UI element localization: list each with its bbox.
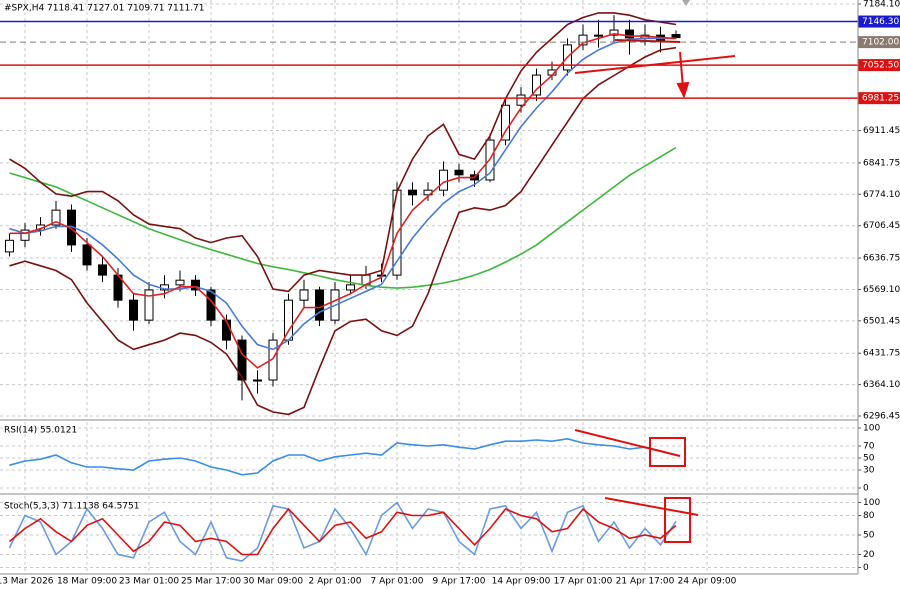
indicator-line bbox=[8, 501, 677, 562]
shift-marker bbox=[682, 0, 690, 6]
x-tick-label: 21 Apr 17:00 bbox=[616, 577, 675, 587]
y-tick-label: 70 bbox=[863, 442, 875, 452]
candle-body bbox=[175, 279, 185, 286]
y-tick-label: 7184.10 bbox=[863, 0, 900, 10]
x-tick-label: 7 Apr 01:00 bbox=[371, 577, 424, 587]
candle-body bbox=[20, 229, 30, 241]
x-tick-label: 9 Apr 17:00 bbox=[433, 577, 486, 587]
candle-body bbox=[609, 29, 619, 36]
y-tick-label: 20 bbox=[863, 550, 875, 560]
candle-body bbox=[346, 284, 355, 291]
rsi-trend-line bbox=[574, 429, 681, 457]
y-tick-label: 6774.10 bbox=[863, 190, 900, 200]
candle-body bbox=[253, 379, 262, 382]
rsi-box bbox=[649, 437, 686, 467]
indicator-line bbox=[9, 146, 677, 289]
y-tick-label: 0 bbox=[863, 563, 869, 573]
y-tick-label: 6296.45 bbox=[863, 411, 900, 421]
level-label-box bbox=[858, 15, 900, 28]
x-tick-label: 2 Apr 01:00 bbox=[309, 577, 362, 587]
level-label: 6981.25 bbox=[862, 94, 899, 104]
candle-body bbox=[5, 239, 14, 253]
candle-body bbox=[237, 339, 247, 381]
indicator-line bbox=[9, 12, 677, 293]
level-label-box bbox=[858, 59, 900, 72]
candle-body bbox=[299, 289, 309, 301]
x-tick-label: 13 Mar 2026 bbox=[0, 577, 54, 587]
y-tick-label: 6569.10 bbox=[863, 285, 900, 295]
y-tick-label: 6841.75 bbox=[863, 158, 900, 168]
level-label-box bbox=[858, 92, 900, 105]
indicator-line bbox=[9, 46, 677, 416]
level-label: 7102.00 bbox=[862, 38, 899, 48]
candle-body bbox=[98, 264, 107, 276]
level-label: 7146.30 bbox=[862, 17, 899, 27]
candle-body bbox=[578, 34, 588, 46]
y-tick-label: 30 bbox=[863, 466, 875, 476]
candle-body bbox=[268, 339, 278, 381]
candle-body bbox=[594, 34, 603, 37]
rsi-title: RSI(14) 55.0121 bbox=[4, 426, 77, 436]
candle-body bbox=[144, 289, 154, 321]
y-tick-label: 6706.45 bbox=[863, 221, 900, 231]
candle-body bbox=[82, 244, 92, 266]
candle-body bbox=[439, 169, 448, 191]
candle-body bbox=[625, 29, 634, 39]
y-tick-label: 100 bbox=[863, 498, 880, 508]
x-tick-label: 30 Mar 09:00 bbox=[243, 577, 303, 587]
arrow-head bbox=[676, 81, 690, 99]
level-label: 7052.50 bbox=[862, 61, 899, 71]
x-tick-label: 25 Mar 17:00 bbox=[181, 577, 241, 587]
stoch-title: Stoch(5,3,3) 71.1138 64.5751 bbox=[4, 502, 139, 512]
indicator-line bbox=[9, 32, 677, 369]
candle-body bbox=[51, 209, 61, 226]
y-tick-label: 50 bbox=[863, 531, 875, 541]
x-tick-label: 23 Mar 01:00 bbox=[119, 577, 179, 587]
level-label-box bbox=[858, 36, 900, 49]
trend-line bbox=[574, 55, 736, 74]
y-tick-label: 100 bbox=[863, 424, 880, 434]
indicator-line bbox=[9, 37, 676, 351]
candle-body bbox=[516, 94, 526, 106]
y-tick-label: 6636.75 bbox=[863, 254, 900, 264]
y-tick-label: 6911.45 bbox=[863, 126, 900, 136]
x-tick-label: 14 Apr 09:00 bbox=[492, 577, 551, 587]
indicator-line bbox=[9, 437, 677, 476]
candle-body bbox=[408, 189, 417, 196]
titles: #SPX,H4 7118.41 7127.01 7109.71 7111.71 … bbox=[4, 4, 205, 512]
y-tick-label: 80 bbox=[863, 511, 875, 521]
y-tick-label: 50 bbox=[863, 454, 875, 464]
y-tick-label: 0 bbox=[863, 484, 869, 494]
y-tick-label: 6431.75 bbox=[863, 349, 900, 359]
arrow-shaft bbox=[679, 51, 684, 89]
stoch-box bbox=[664, 497, 691, 543]
candle-body bbox=[284, 299, 293, 341]
indicator-line bbox=[8, 507, 677, 556]
stoch-trend-line bbox=[604, 497, 699, 516]
candle-body bbox=[454, 169, 464, 176]
candle-body bbox=[129, 299, 138, 321]
trend-line bbox=[614, 39, 681, 43]
candle-body bbox=[315, 289, 324, 321]
chart-title: #SPX,H4 7118.41 7127.01 7109.71 7111.71 bbox=[4, 4, 205, 14]
candle-body bbox=[671, 33, 681, 39]
candle-body bbox=[191, 279, 200, 291]
x-tick-label: 17 Apr 01:00 bbox=[554, 577, 613, 587]
y-tick-label: 6501.45 bbox=[863, 316, 900, 326]
candle-body bbox=[501, 104, 510, 141]
x-tick-label: 24 Apr 09:00 bbox=[678, 577, 737, 587]
x-tick-label: 18 Mar 09:00 bbox=[57, 577, 117, 587]
annotations bbox=[574, 0, 736, 543]
y-tick-label: 6364.10 bbox=[863, 380, 900, 390]
